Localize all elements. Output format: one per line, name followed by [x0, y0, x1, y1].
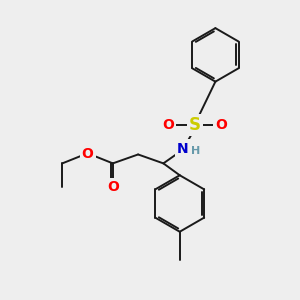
- Text: O: O: [107, 180, 119, 194]
- Text: O: O: [162, 118, 174, 132]
- Text: O: O: [82, 148, 94, 161]
- Text: O: O: [215, 118, 227, 132]
- Text: H: H: [191, 146, 201, 157]
- Text: S: S: [189, 116, 201, 134]
- Text: N: N: [177, 142, 188, 155]
